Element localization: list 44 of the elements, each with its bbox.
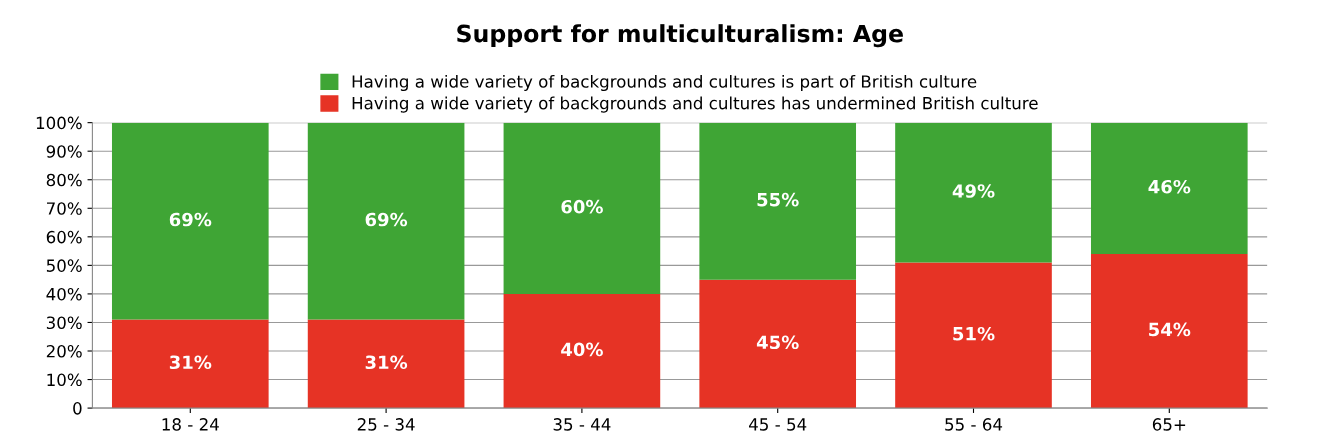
y-tick-label: 30% (46, 316, 82, 330)
bar (895, 122, 1052, 263)
bar (699, 279, 857, 409)
x-tick-label: 45 - 54 (749, 418, 807, 431)
bar (307, 319, 465, 409)
bar (699, 122, 857, 280)
x-tick-label: 35 - 44 (553, 418, 611, 431)
y-tick-label: 10% (47, 373, 82, 387)
data-label: 49% (952, 184, 995, 198)
bar (503, 293, 661, 409)
bar (307, 122, 465, 320)
bar (895, 262, 1052, 409)
bar (111, 319, 269, 409)
y-tick-label: 90% (46, 145, 82, 158)
bar (111, 122, 269, 320)
y-tick-label: 100% (36, 116, 82, 130)
y-tick-label: 40% (46, 287, 82, 301)
data-label: 60% (561, 199, 603, 214)
x-tick-label: 55 - 64 (945, 418, 1003, 431)
x-tick-label: 25 - 34 (357, 418, 415, 431)
data-label: 54% (1149, 322, 1191, 337)
legend-label: Having a wide variety of backgrounds and cultures has undermined British culture (352, 96, 1038, 113)
y-tick-label: 0 (73, 402, 82, 415)
y-tick-label: 80% (46, 173, 82, 187)
data-label: 31% (365, 355, 408, 370)
data-label: 45% (756, 335, 799, 350)
data-label: 46% (1148, 179, 1191, 194)
chart-title: Support for multiculturalism: Age (457, 24, 903, 48)
data-label: 69% (169, 212, 212, 227)
y-tick-label: 20% (46, 344, 82, 358)
bar (1090, 122, 1248, 254)
legend-label: Having a wide variety of backgrounds and cultures is part of British culture (352, 74, 977, 92)
data-label: 51% (953, 326, 995, 341)
x-tick-label: 18 - 24 (162, 418, 219, 431)
data-label: 31% (169, 355, 212, 370)
data-label: 55% (757, 192, 799, 207)
x-tick-label: 65+ (1152, 418, 1186, 431)
y-tick-label: 60% (46, 230, 82, 244)
bar (503, 122, 661, 294)
y-tick-label: 70% (47, 202, 82, 215)
data-label: 69% (365, 212, 408, 227)
data-label: 40% (561, 342, 603, 357)
bar (1090, 253, 1248, 409)
y-tick-label: 50% (46, 259, 82, 272)
